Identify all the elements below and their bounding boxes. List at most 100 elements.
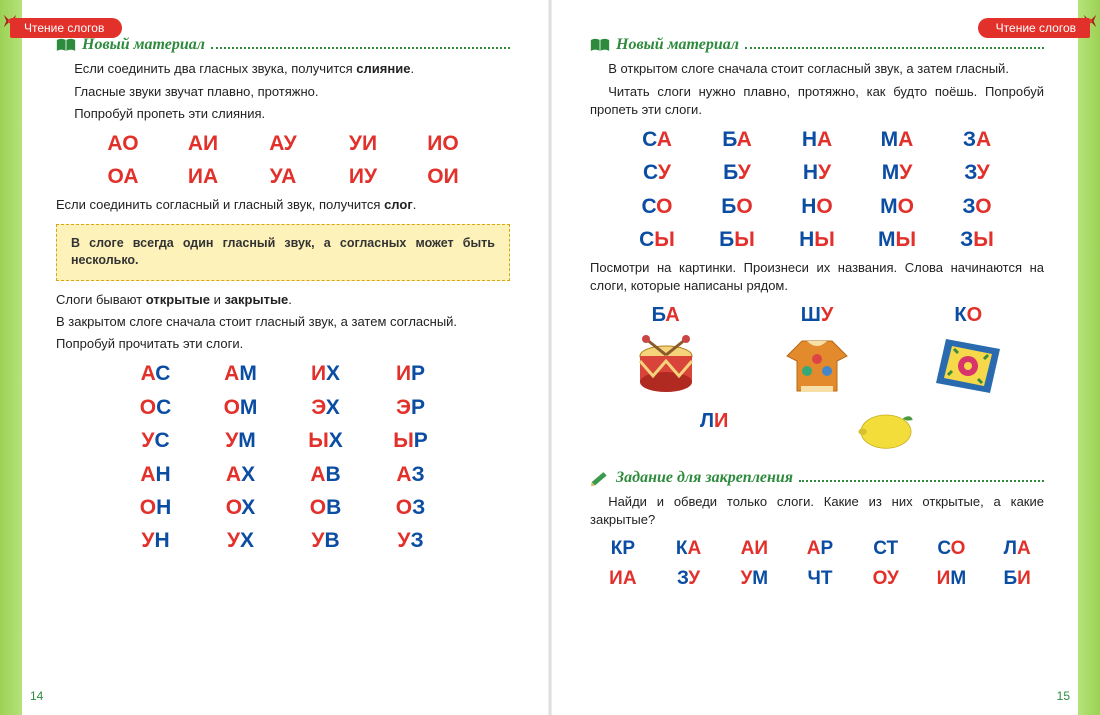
syllable-cell: МУ	[882, 158, 913, 187]
syllable-cell: УВ	[311, 526, 339, 555]
pic-coat: ШУ	[777, 301, 857, 403]
syllable-cell: БУ	[723, 158, 751, 187]
syllable-cell: АЗ	[396, 460, 424, 489]
section-title-new-material-right: Новый материал	[590, 34, 1044, 56]
section-title-new-material-left: Новый материал	[56, 34, 510, 56]
book-icon	[590, 34, 610, 56]
syllable-grid-exercise: КР КА АИ АР СТ СО ЛА ИА ЗУ УМ ЧТ ОУ ИМ БИ	[590, 536, 1050, 593]
syllable-cell: ЗО	[962, 192, 991, 221]
title-dots	[799, 480, 1044, 482]
syllable-cell: АУ	[269, 129, 296, 158]
syllable-cell: ЗУ	[964, 158, 989, 187]
syllable-cell: ЛА	[1004, 536, 1031, 563]
syllable-cell: АХ	[226, 460, 255, 489]
section-title-text: Новый материал	[616, 34, 739, 56]
syllable-cell: ИМ	[937, 566, 966, 593]
syllable-cell: УИ	[349, 129, 377, 158]
syllable-cell: ЭР	[396, 393, 425, 422]
syllable-cell: ИО	[427, 129, 458, 158]
syllable-cell: УХ	[227, 526, 254, 555]
para-r3: Посмотри на картинки. Произнеси их назва…	[590, 259, 1044, 295]
para-2: Гласные звуки звучат плавно, протяжно.	[56, 83, 510, 101]
drum-icon	[626, 331, 706, 401]
syllable-cell: ИА	[609, 566, 636, 593]
pencil-icon	[590, 467, 610, 489]
syllable-cell: МА	[881, 125, 914, 154]
syllable-cell: ЫХ	[308, 426, 343, 455]
syllable-cell: УМ	[740, 566, 768, 593]
rule-box: В слоге всегда один гласный звук, а согл…	[56, 224, 510, 281]
syllable-cell: ОВ	[310, 493, 342, 522]
para-6: В закрытом слоге сначала стоит гласный з…	[56, 313, 510, 331]
syllable-grid-closed: АСАМИХИРОСОМЭХЭРУСУМЫХЫРАНАХАВАЗОНОХОВОЗ…	[113, 359, 453, 555]
syllable-cell: ОС	[140, 393, 172, 422]
syllable-cell: ОН	[140, 493, 172, 522]
syllable-cell: БЫ	[719, 225, 755, 254]
syllable-cell: МЫ	[878, 225, 916, 254]
syllable-cell: МО	[880, 192, 914, 221]
pic-drum: БА	[626, 301, 706, 403]
syllable-cell: АО	[107, 129, 138, 158]
syllable-cell: БО	[721, 192, 752, 221]
syllable-cell: ЗЫ	[960, 225, 994, 254]
syllable-cell: НУ	[803, 158, 831, 187]
syllable-cell: ИУ	[349, 162, 377, 191]
syllable-cell: СТ	[873, 536, 898, 563]
syllable-cell: КА	[676, 536, 701, 563]
syllable-cell: АИ	[188, 129, 218, 158]
syllable-cell: АИ	[741, 536, 768, 563]
section-title-exercise: Задание для закрепления	[590, 467, 1044, 489]
para-7: Попробуй прочитать эти слоги.	[56, 335, 510, 353]
syllable-cell: ЗА	[963, 125, 991, 154]
syllable-cell: АС	[141, 359, 171, 388]
pic-rug: КО	[928, 301, 1008, 403]
syllable-cell: АВ	[310, 460, 340, 489]
syllable-cell: УС	[141, 426, 169, 455]
para-r1: В открытом слоге сначала стоит согласный…	[590, 60, 1044, 78]
syllable-cell: ОЗ	[396, 493, 426, 522]
syllable-cell: ОУ	[873, 566, 899, 593]
syllable-cell: СО	[937, 536, 965, 563]
syllable-cell: СЫ	[639, 225, 675, 254]
syllable-cell: ИА	[188, 162, 218, 191]
section-title-text: Новый материал	[82, 34, 205, 56]
picture-row: БА ШУ	[590, 301, 1044, 457]
syllable-cell: ЫР	[393, 426, 428, 455]
syllable-cell: УА	[270, 162, 297, 191]
lemon-icon	[851, 405, 921, 455]
syllable-cell: ЭХ	[311, 393, 339, 422]
book-spread: Чтение слогов Чтение слогов Новый матери…	[0, 0, 1100, 715]
syllable-grid-open: САБАНАМАЗАСУБУНУМУЗУСОБОНОМОЗОСЫБЫНЫМЫЗЫ	[617, 125, 1017, 255]
syllable-cell: ЗУ	[677, 566, 700, 593]
syllable-cell: УН	[141, 526, 169, 555]
rug-icon	[928, 331, 1008, 401]
syllable-cell: ИХ	[311, 359, 340, 388]
para-1: Если соединить два гласных звука, получи…	[56, 60, 510, 78]
syllable-cell: НО	[801, 192, 833, 221]
para-5: Слоги бывают открытые и закрытые.	[56, 291, 510, 309]
book-icon	[56, 34, 76, 56]
syllable-cell: АР	[807, 536, 833, 563]
syllable-cell: БИ	[1003, 566, 1030, 593]
title-dots	[745, 47, 1044, 49]
title-dots	[211, 47, 510, 49]
syllable-cell: УМ	[225, 426, 256, 455]
syllable-cell: БА	[722, 125, 751, 154]
syllable-cell: ОА	[108, 162, 139, 191]
syllable-cell: КР	[611, 536, 635, 563]
page-right: Новый материал В открытом слоге сначала …	[550, 0, 1100, 715]
syllable-cell: СО	[642, 192, 673, 221]
page-number-right: 15	[1057, 688, 1070, 705]
syllable-grid-fusions: АО АИ АУ УИ ИО ОА ИА УА ИУ ОИ	[83, 129, 483, 192]
syllable-cell: ОХ	[226, 493, 256, 522]
para-3: Попробуй пропеть эти слияния.	[56, 105, 510, 123]
syllable-cell: ОИ	[427, 162, 458, 191]
page-left: Новый материал Если соединить два гласны…	[0, 0, 550, 715]
syllable-cell: ЧТ	[808, 566, 833, 593]
syllable-cell: СУ	[643, 158, 671, 187]
syllable-cell: СА	[642, 125, 672, 154]
coat-icon	[777, 331, 857, 401]
syllable-cell: ИР	[396, 359, 425, 388]
para-r4: Найди и обведи только слоги. Какие из ни…	[590, 493, 1044, 529]
syllable-cell: АН	[140, 460, 170, 489]
